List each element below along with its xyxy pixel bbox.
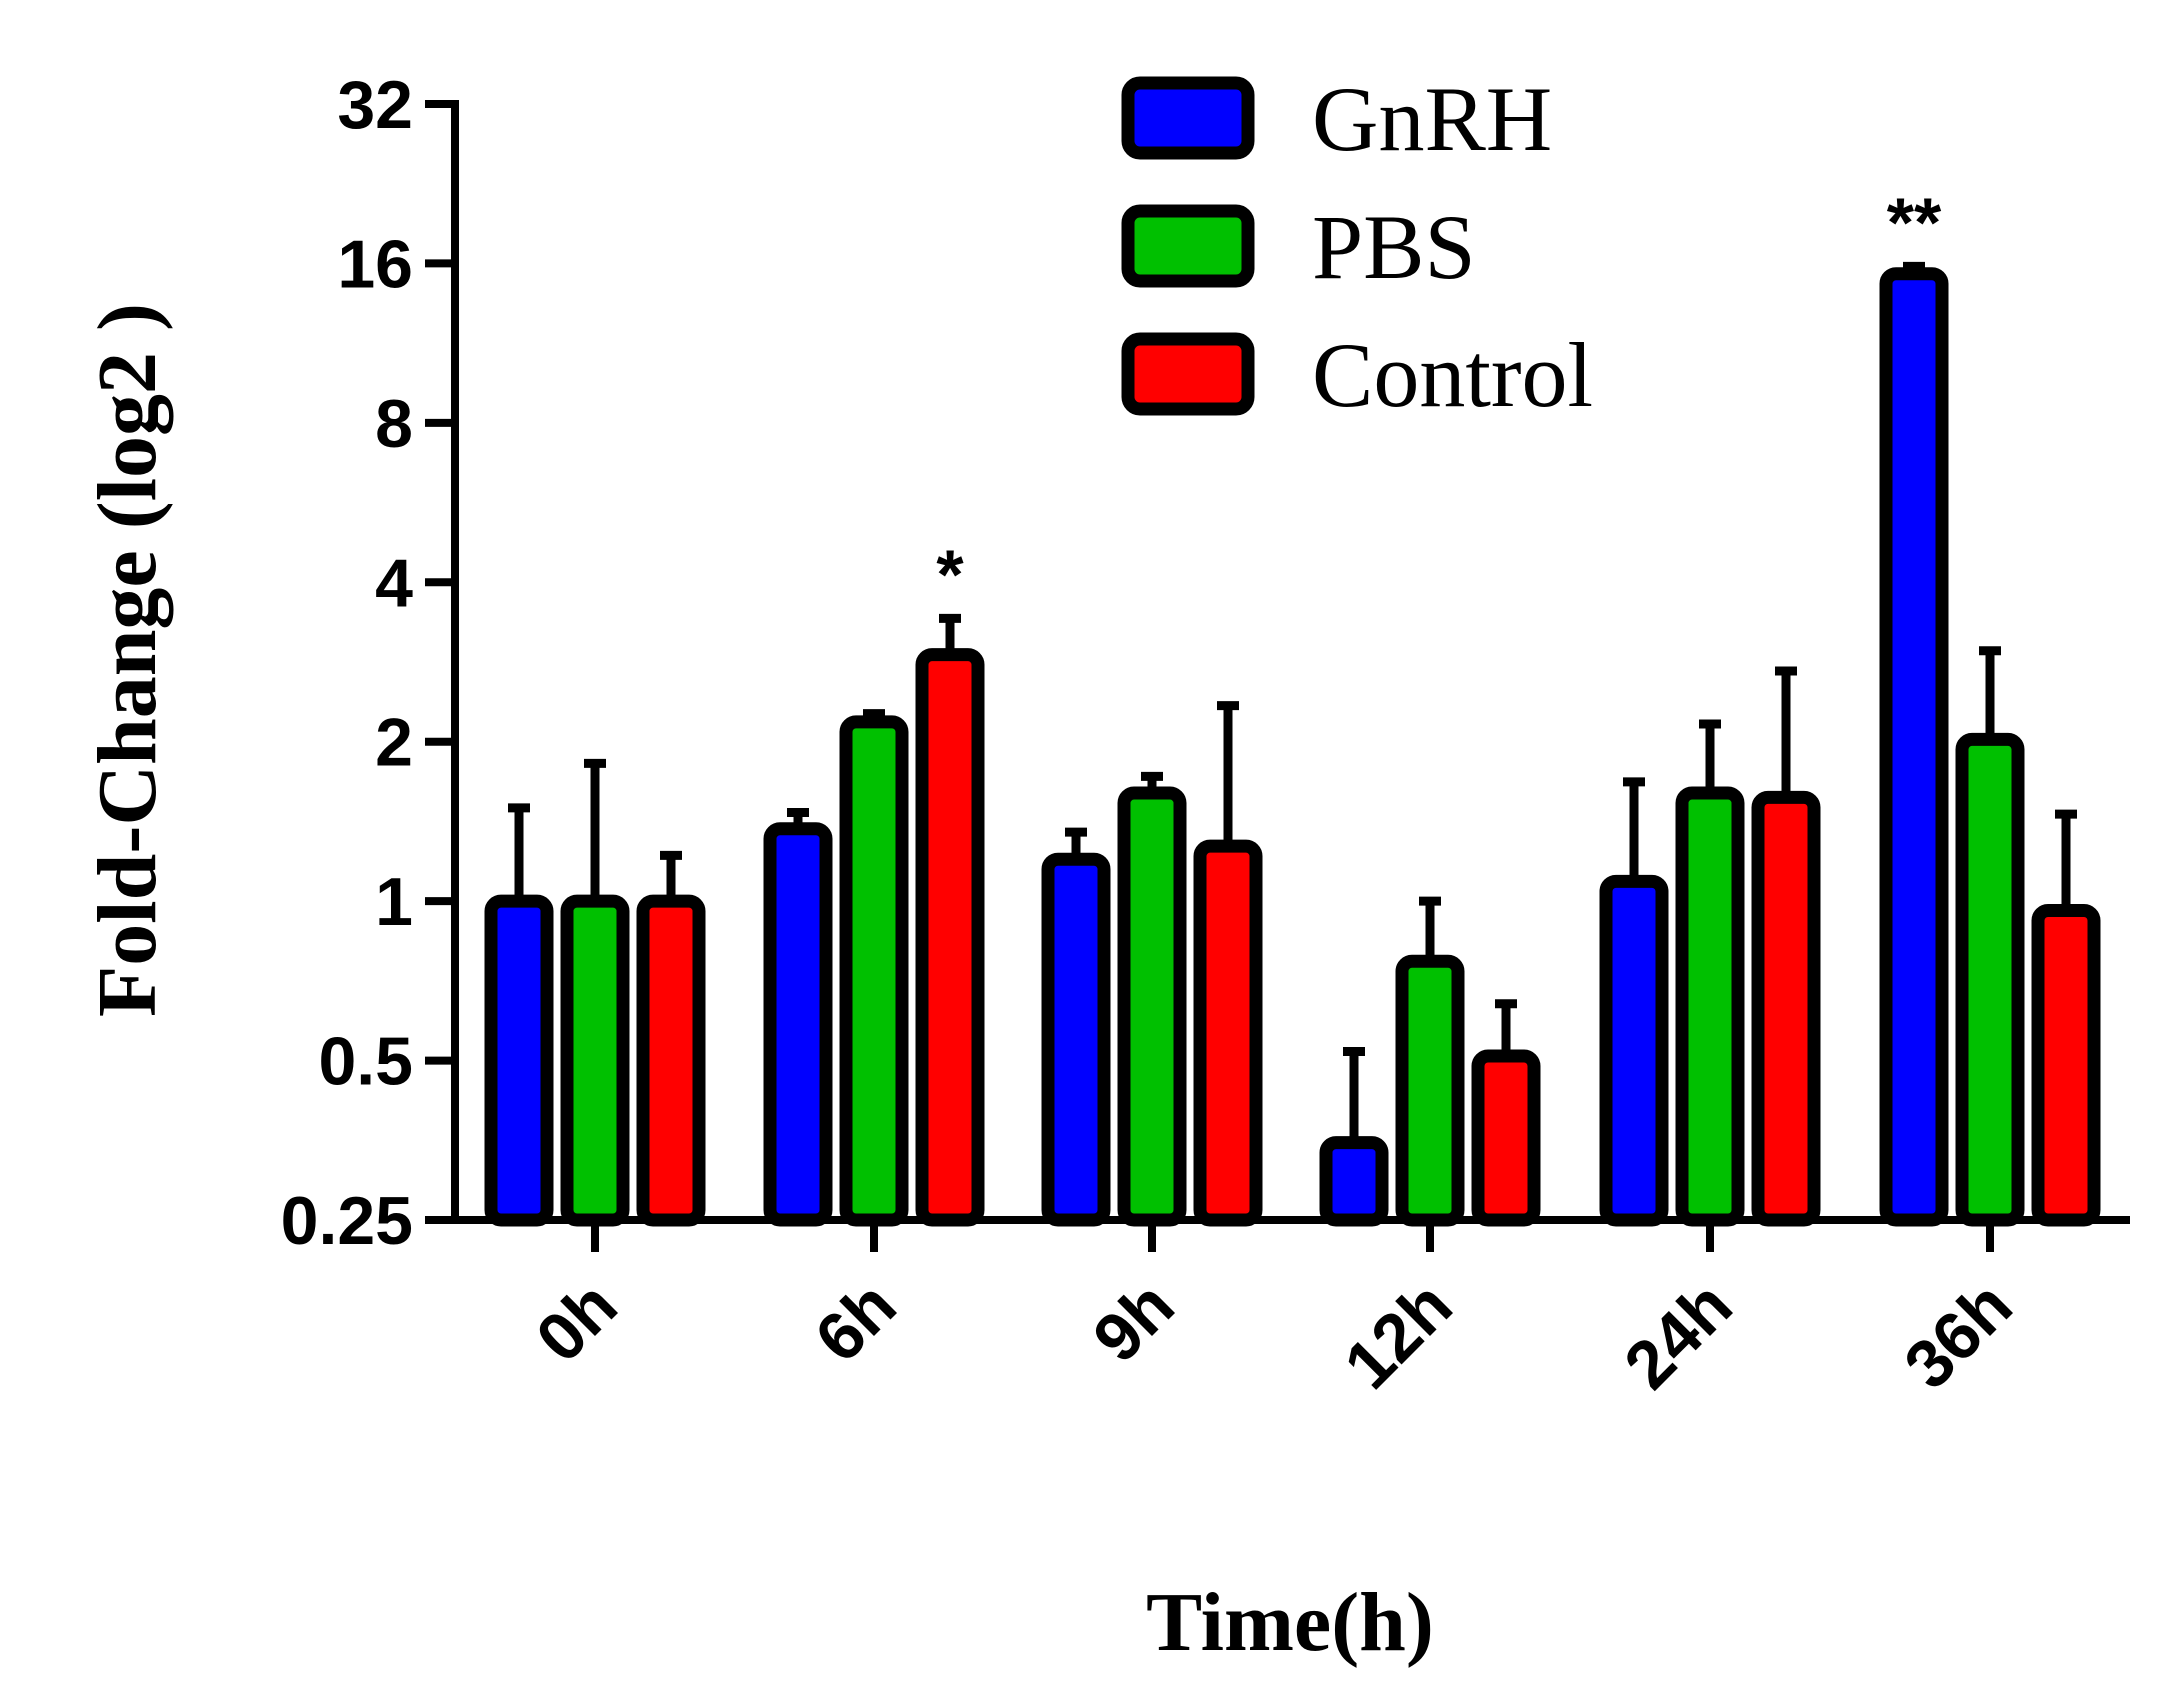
x-axis-title: Time(h) <box>1146 1576 1434 1669</box>
x-tick-label: 24h <box>1610 1267 1747 1404</box>
legend-label-gnrh: GnRH <box>1312 68 1552 170</box>
bar-pbs-9h <box>1117 786 1187 1227</box>
y-axis-title: Fold-Change (log2 ) <box>81 303 174 1017</box>
axes-layer <box>425 100 2130 1224</box>
legend-label-control: Control <box>1312 324 1593 426</box>
bar-pbs-24h <box>1675 786 1745 1227</box>
legend-swatch-control <box>1121 332 1255 416</box>
bar-gnrh-24h <box>1599 874 1669 1227</box>
significance-marker: ** <box>1887 183 1942 261</box>
y-tick-label: 2 <box>375 705 413 781</box>
y-tick-label: 16 <box>337 226 413 302</box>
bar-gnrh-6h <box>763 822 833 1227</box>
legend: GnRH PBS Control <box>1121 68 1593 426</box>
x-tick-label: 6h <box>801 1267 911 1377</box>
x-tick-label: 36h <box>1890 1267 2027 1404</box>
bars-layer <box>484 261 2101 1227</box>
x-tick-label: 12h <box>1330 1267 1467 1404</box>
annotations: *** <box>936 183 1942 613</box>
bar-control-9h <box>1193 839 1263 1227</box>
bar-control-6h <box>915 648 985 1227</box>
bar-control-0h <box>636 894 706 1227</box>
y-ticks: 0.25 0.5 1 2 4 8 16 32 <box>281 67 455 1259</box>
x-tick-label: 0h <box>522 1267 632 1377</box>
bar-gnrh-12h <box>1319 1136 1389 1227</box>
y-tick-label: 8 <box>375 386 413 462</box>
significance-marker: * <box>936 535 964 613</box>
bar-control-12h <box>1471 1049 1541 1227</box>
bar-pbs-6h <box>839 715 909 1227</box>
legend-label-pbs: PBS <box>1312 196 1476 298</box>
x-tick-label: 9h <box>1079 1267 1189 1377</box>
y-tick-label: 0.25 <box>281 1183 413 1259</box>
bar-pbs-0h <box>560 894 630 1227</box>
x-ticks: 0h 6h 9h 12h 24h 36h <box>522 1220 2027 1403</box>
bar-control-24h <box>1751 790 1821 1227</box>
y-tick-label: 4 <box>375 545 413 621</box>
y-tick-label: 0.5 <box>318 1024 413 1100</box>
y-tick-label: 1 <box>375 864 413 940</box>
legend-swatch-pbs <box>1121 204 1255 288</box>
bar-gnrh-9h <box>1041 852 1111 1227</box>
bar-pbs-36h <box>1955 732 2025 1227</box>
legend-swatch-gnrh <box>1121 76 1255 160</box>
bar-control-36h <box>2031 904 2101 1227</box>
bar-pbs-12h <box>1395 954 1465 1227</box>
y-tick-label: 32 <box>337 67 413 143</box>
bar-gnrh-0h <box>484 894 554 1227</box>
bar-gnrh-36h <box>1879 267 1949 1227</box>
